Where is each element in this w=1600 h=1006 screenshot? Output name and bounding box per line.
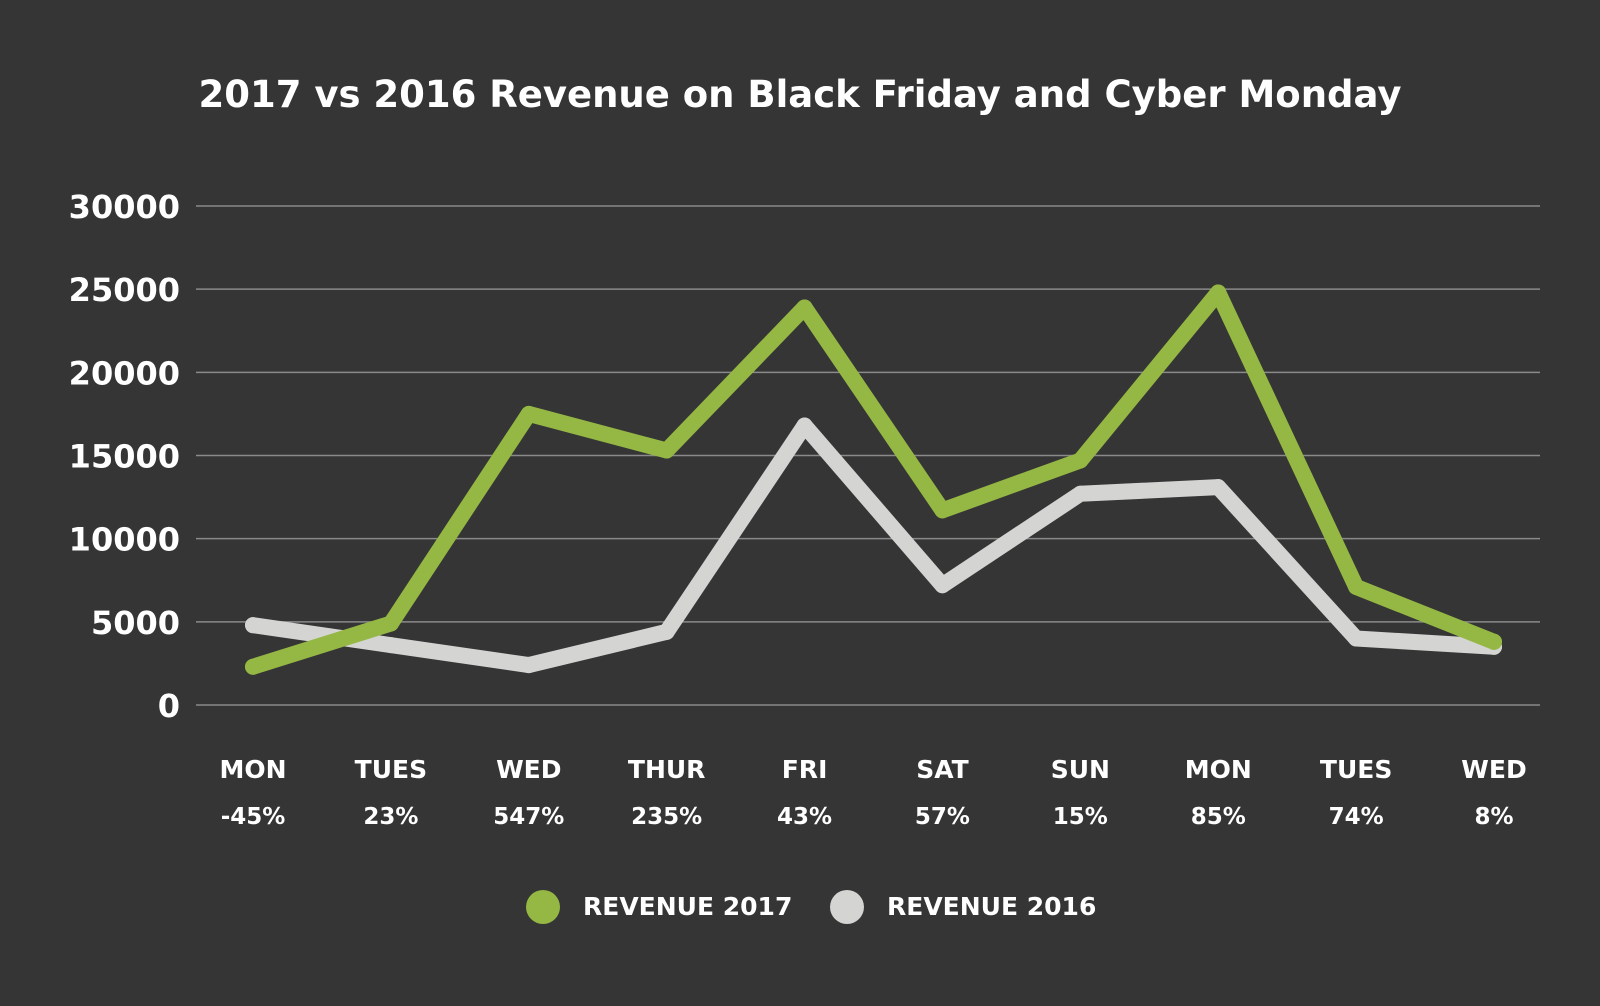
y-tick-label: 10000 [69,521,180,559]
x-tick-label: SUN [1051,755,1110,784]
x-tick-label: MON [1185,755,1252,784]
data-point [245,617,261,634]
data-point [382,615,399,632]
x-tick-change-label: 15% [1053,804,1108,830]
legend: REVENUE 2017 REVENUE 2016 [526,890,1096,924]
x-tick-label: TUES [1320,755,1392,784]
y-tick-label: 15000 [69,438,180,476]
gridlines [196,205,1540,706]
x-tick-change-label: 547% [493,804,564,830]
data-point [934,502,951,519]
x-tick-change-label: 23% [363,804,418,830]
data-point [382,637,399,654]
data-point [796,417,813,434]
x-tick-change-label: 235% [631,804,702,830]
data-point [934,577,951,594]
data-point [1486,633,1502,650]
x-tick-change-label: 43% [777,804,832,830]
data-point [1348,630,1365,647]
x-tick-change-label: 85% [1191,804,1246,830]
x-tick-label: TUES [355,755,427,784]
data-point [796,299,813,316]
legend-item: REVENUE 2017 [526,890,792,924]
legend-swatch [526,890,560,924]
series-line [245,417,1502,674]
y-tick-label: 25000 [69,271,180,309]
x-tick-change-label: 8% [1474,804,1513,830]
data-point [1348,578,1365,595]
data-point [658,442,675,459]
x-tick-change-label: -45% [221,804,286,830]
y-tick-label: 20000 [69,354,180,392]
y-axis-ticks: 0 5000 10000 15000 20000 25000 30000 [69,188,180,725]
x-tick-label: WED [1461,755,1526,784]
data-point [245,658,261,675]
data-point [658,623,675,640]
x-tick-label: FRI [782,755,828,784]
legend-swatch [830,890,864,924]
x-axis-ticks: MON -45% TUES 23% WED 547% THUR 235% FRI 43% SAT 57… [219,755,1526,830]
series-lines [245,284,1502,675]
y-tick-label: 5000 [91,604,180,642]
legend-item: REVENUE 2016 [830,890,1096,924]
legend-label: REVENUE 2017 [583,892,792,921]
series-revenue-2016 [245,417,1502,674]
x-tick-label: MON [219,755,286,784]
data-point [1072,485,1089,502]
x-tick-label: WED [496,755,561,784]
y-tick-label: 0 [158,687,180,725]
data-point [520,405,537,422]
data-point [1210,284,1227,301]
x-tick-change-label: 74% [1329,804,1384,830]
legend-label: REVENUE 2016 [887,892,1096,921]
series-revenue-2017 [245,284,1502,675]
y-tick-label: 30000 [69,188,180,226]
x-tick-label: SAT [916,755,968,784]
chart-title: 2017 vs 2016 Revenue on Black Friday and… [199,73,1402,116]
series-line [245,284,1502,675]
data-point [1072,452,1089,469]
data-point [520,657,537,674]
x-tick-change-label: 57% [915,804,970,830]
x-tick-label: THUR [628,755,706,784]
data-point [1210,479,1227,496]
